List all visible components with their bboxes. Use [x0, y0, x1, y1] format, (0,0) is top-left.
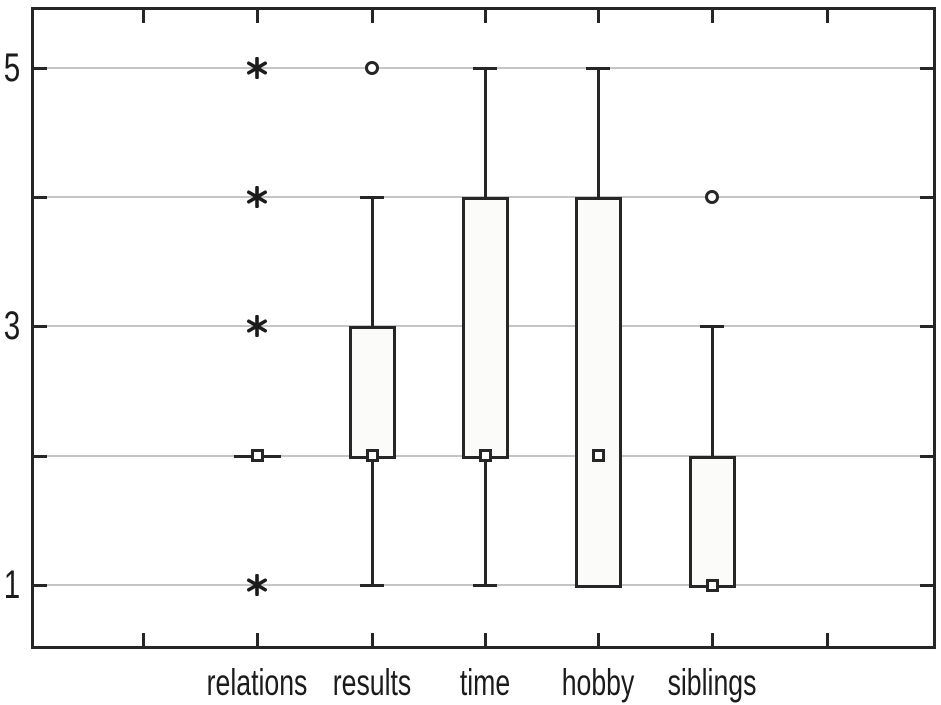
whisker-cap-low-time: [473, 584, 497, 587]
box-results: [348, 326, 396, 459]
x-tick-top-4: [597, 10, 600, 23]
whisker-high-results: [371, 197, 374, 327]
x-tick-top-0: [142, 10, 145, 23]
whisker-cap-low-results: [360, 584, 384, 587]
y-tick-right-5: [920, 66, 933, 70]
whisker-cap-high-time: [473, 66, 497, 70]
plot-area: [31, 7, 936, 649]
y-tick-right-3: [920, 325, 933, 329]
box-time: [461, 197, 509, 459]
box-hobby: [574, 197, 622, 588]
x-tick-top-6: [826, 10, 829, 23]
extreme-asterisk-relations-5: [246, 56, 268, 80]
whisker-low-time: [484, 455, 487, 585]
x-tick-top-2: [371, 10, 374, 23]
y-tick-label-1: 1: [3, 563, 21, 607]
y-tick-left-2: [34, 454, 47, 458]
extreme-asterisk-relations-3: [246, 315, 268, 338]
y-tick-right-2: [920, 454, 933, 458]
outlier-circle-siblings-4: [705, 190, 719, 205]
y-tick-left-4: [34, 196, 47, 200]
whisker-low-results: [371, 455, 374, 585]
x-tick-bottom-4: [597, 633, 600, 646]
x-tick-bottom-0: [142, 633, 145, 646]
x-tick-bottom-3: [484, 633, 487, 646]
outlier-circle-results-5: [365, 60, 379, 75]
x-tick-top-1: [256, 10, 259, 23]
extreme-asterisk-relations-1: [246, 573, 268, 597]
x-tick-label-siblings: siblings: [667, 662, 757, 703]
x-tick-bottom-2: [371, 633, 374, 646]
median-marker-hobby: [591, 449, 605, 463]
whisker-cap-high-hobby: [586, 66, 610, 70]
y-tick-left-5: [34, 66, 47, 70]
x-tick-bottom-1: [256, 633, 259, 646]
whisker-high-hobby: [597, 67, 600, 198]
x-tick-top-3: [484, 10, 487, 23]
y-tick-left-1: [34, 584, 47, 587]
whisker-cap-high-siblings: [700, 325, 724, 329]
median-marker-results: [365, 449, 379, 463]
median-marker-siblings: [705, 578, 719, 592]
median-marker-relations: [250, 449, 264, 463]
y-tick-right-1: [920, 584, 933, 587]
x-tick-label-hobby: hobby: [561, 662, 635, 703]
median-marker-time: [478, 449, 492, 463]
x-tick-top-5: [711, 10, 714, 23]
x-tick-bottom-6: [826, 633, 829, 646]
whisker-high-siblings: [711, 326, 714, 456]
whisker-high-time: [484, 67, 487, 198]
x-tick-label-time: time: [459, 662, 511, 703]
box-siblings: [688, 455, 736, 588]
y-tick-label-3: 3: [3, 304, 21, 349]
y-tick-right-4: [920, 196, 933, 200]
y-tick-left-3: [34, 325, 47, 329]
x-tick-label-relations: relations: [206, 662, 308, 703]
y-tick-label-5: 5: [3, 45, 21, 90]
whisker-cap-high-results: [360, 196, 384, 200]
x-tick-label-results: results: [332, 662, 412, 703]
extreme-asterisk-relations-4: [246, 185, 268, 209]
x-tick-bottom-5: [711, 633, 714, 646]
